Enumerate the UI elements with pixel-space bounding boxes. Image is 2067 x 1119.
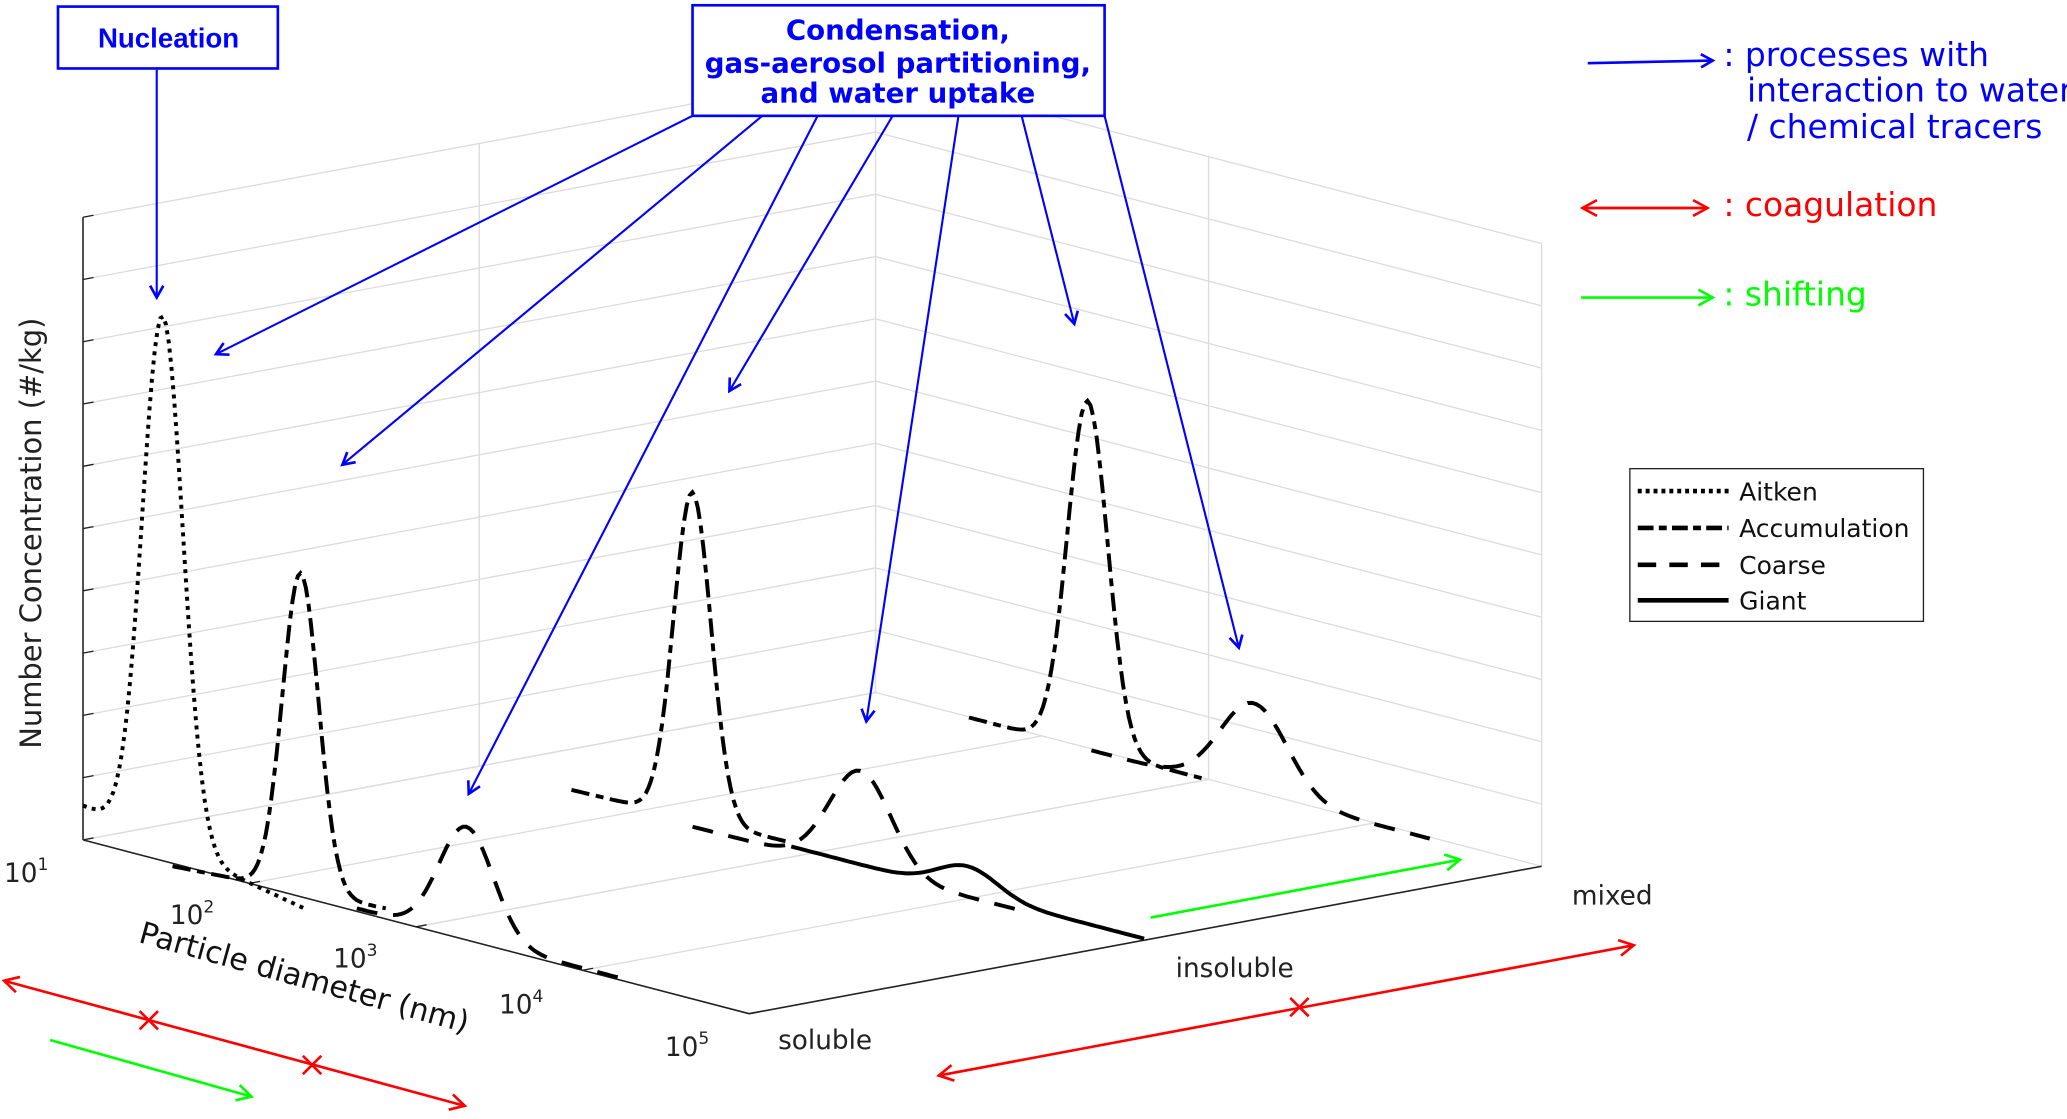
coagulation-cross-icon [138, 1010, 323, 1076]
x-tick-label: 104 [499, 987, 543, 1021]
legend-aitken-label: Aitken [1739, 477, 1818, 506]
x-tick-label: 105 [665, 1029, 709, 1063]
grid-line [582, 822, 1376, 971]
z-tick-label-soluble: soluble [778, 1026, 872, 1056]
key-process-label-3: / chemical tracers [1747, 107, 2042, 146]
process-arrow [1103, 115, 1239, 648]
x-tick [82, 837, 94, 841]
curve-coarse-soluble [356, 824, 632, 983]
color-key: : processes with interaction to water / … [1581, 35, 2067, 313]
condensation-box [691, 3, 1106, 118]
x-tick-label: 102 [170, 897, 214, 931]
curve-giant-insoluble [790, 844, 1145, 941]
curve-coarse-mixed [1090, 700, 1431, 841]
legend-accumulation-label: Accumulation [1739, 514, 1909, 543]
z-tick-labels: soluble insoluble mixed [778, 881, 1652, 1056]
x-tick [415, 924, 427, 928]
shifting-arrows [49, 860, 1460, 1097]
y-tick [82, 712, 94, 717]
y-tick [82, 588, 94, 592]
key-process-arrow-icon [1587, 61, 1713, 64]
x-axis-label: Particle diameter (nm) [135, 916, 473, 1041]
process-arrow [1020, 115, 1075, 324]
x-tick [749, 1011, 760, 1015]
condensation-label-line1: Condensation, [786, 13, 1010, 46]
legend: Aitken Accumulation Coarse Giant [1629, 468, 1925, 623]
y-axis-label: Number Concentration (#/kg) [14, 318, 48, 749]
key-coagulation-label: : coagulation [1723, 185, 1937, 224]
x-tick-labels: 101 102 103 104 105 [4, 855, 709, 1063]
curve-accumulation-soluble [172, 569, 387, 911]
shifting-arrow-diameter [49, 1038, 251, 1097]
y-tick [82, 214, 94, 218]
process-arrows [157, 69, 1239, 794]
z-tick-label-insoluble: insoluble [1176, 954, 1294, 984]
curve-accumulation-insoluble [570, 489, 792, 845]
key-process-label-1: : processes with [1723, 35, 1989, 74]
grid-line [82, 691, 876, 841]
condensation-label-line3: and water uptake [761, 77, 1036, 110]
x-tick [582, 967, 594, 971]
grid-line [249, 735, 1043, 884]
process-arrow [342, 115, 763, 465]
y-tick [82, 463, 94, 467]
process-arrow [216, 114, 694, 354]
process-arrow [866, 115, 960, 722]
coagulation-arrow-mixing [939, 945, 1634, 1075]
y-tick [82, 525, 94, 530]
legend-coarse-label: Coarse [1739, 551, 1826, 580]
y-tick [82, 650, 94, 654]
axes-frame [82, 217, 1542, 1015]
condensation-label-line2: gas-aerosol partitioning, [705, 46, 1091, 79]
curve-aitken-soluble [82, 313, 306, 911]
y-tick [82, 401, 94, 405]
x-tick-label: 101 [4, 855, 48, 889]
z-tick-label-mixed: mixed [1572, 881, 1653, 911]
axis-ticks [82, 214, 760, 1015]
shifting-arrow-mixing [1150, 860, 1460, 919]
key-process-label-2: interaction to water [1747, 70, 2067, 109]
process-arrow [469, 115, 819, 794]
process-arrow [729, 115, 894, 391]
coagulation-arrows [4, 945, 1634, 1106]
coagulation-cross-icon [1289, 996, 1310, 1018]
curve-accumulation-mixed [968, 397, 1207, 782]
nucleation-label: Nucleation [98, 22, 239, 53]
legend-giant-label: Giant [1739, 587, 1806, 616]
distribution-curves [82, 313, 1431, 983]
curve-coarse-insoluble [692, 768, 1029, 915]
coagulation-arrow-diameter [4, 981, 465, 1106]
axes-grid [82, 69, 1543, 971]
key-shifting-label: : shifting [1723, 274, 1866, 313]
y-tick [82, 339, 94, 343]
nucleation-box [56, 5, 280, 70]
y-tick [82, 775, 94, 779]
x-tick-label: 103 [333, 941, 377, 975]
y-tick [82, 276, 94, 281]
